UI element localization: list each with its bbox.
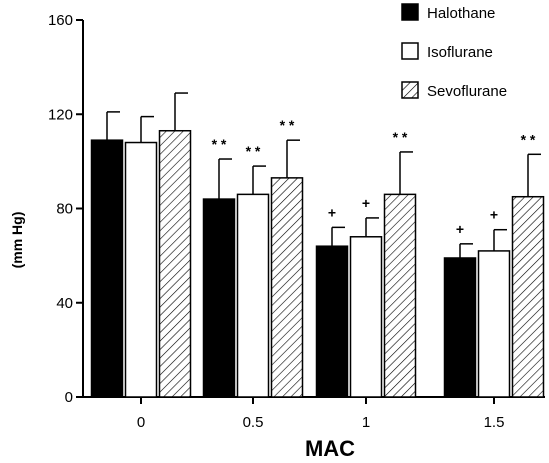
legend-label-isoflurane: Isoflurane bbox=[427, 44, 493, 61]
bar-isoflurane bbox=[124, 141, 158, 398]
bars: * * + + * * + + * * * * * * bbox=[90, 92, 545, 398]
legend-label-sevoflurane: Sevoflurane bbox=[427, 83, 507, 100]
y-axis-label: (mm Hg) bbox=[9, 212, 25, 269]
significance-mark: + bbox=[328, 204, 336, 220]
bar-sevoflurane bbox=[158, 129, 192, 398]
bar-halothane bbox=[90, 139, 124, 398]
bar-sevoflurane bbox=[383, 193, 417, 398]
significance-mark: * * bbox=[393, 129, 408, 145]
significance-mark: * * bbox=[212, 136, 227, 152]
x-tick-label: 1 bbox=[362, 414, 370, 431]
bar-isoflurane bbox=[236, 193, 270, 398]
bar-sevoflurane bbox=[511, 195, 545, 398]
bar-sevoflurane bbox=[270, 177, 304, 398]
bar-isoflurane bbox=[477, 250, 511, 398]
bar-halothane bbox=[315, 245, 349, 398]
y-tick-label: 80 bbox=[56, 201, 73, 218]
legend-swatch-halothane bbox=[401, 3, 419, 21]
y-tick-label: 40 bbox=[56, 295, 73, 312]
significance-mark: * * bbox=[521, 131, 536, 147]
bar-halothane bbox=[202, 198, 236, 398]
legend-swatch-sevoflurane bbox=[401, 81, 419, 99]
bar-isoflurane bbox=[349, 236, 383, 398]
significance-mark: + bbox=[490, 207, 498, 223]
y-tick-label: 0 bbox=[65, 389, 73, 406]
significance-mark: * * bbox=[246, 143, 261, 159]
x-axis-label: MAC bbox=[305, 436, 355, 461]
significance-mark: + bbox=[456, 221, 464, 237]
x-tick-label: 0.5 bbox=[243, 414, 264, 431]
y-tick-label: 120 bbox=[48, 106, 73, 123]
y-tick-label: 160 bbox=[48, 12, 73, 29]
legend: Halothane Isoflurane Sevoflurane bbox=[401, 3, 507, 100]
bar-halothane bbox=[443, 257, 477, 398]
legend-swatch-isoflurane bbox=[401, 42, 419, 60]
significance-mark: + bbox=[362, 195, 370, 211]
significance-mark: * * bbox=[280, 117, 295, 133]
x-tick-label: 1.5 bbox=[484, 414, 505, 431]
x-tick-label: 0 bbox=[137, 414, 145, 431]
legend-label-halothane: Halothane bbox=[427, 5, 495, 22]
